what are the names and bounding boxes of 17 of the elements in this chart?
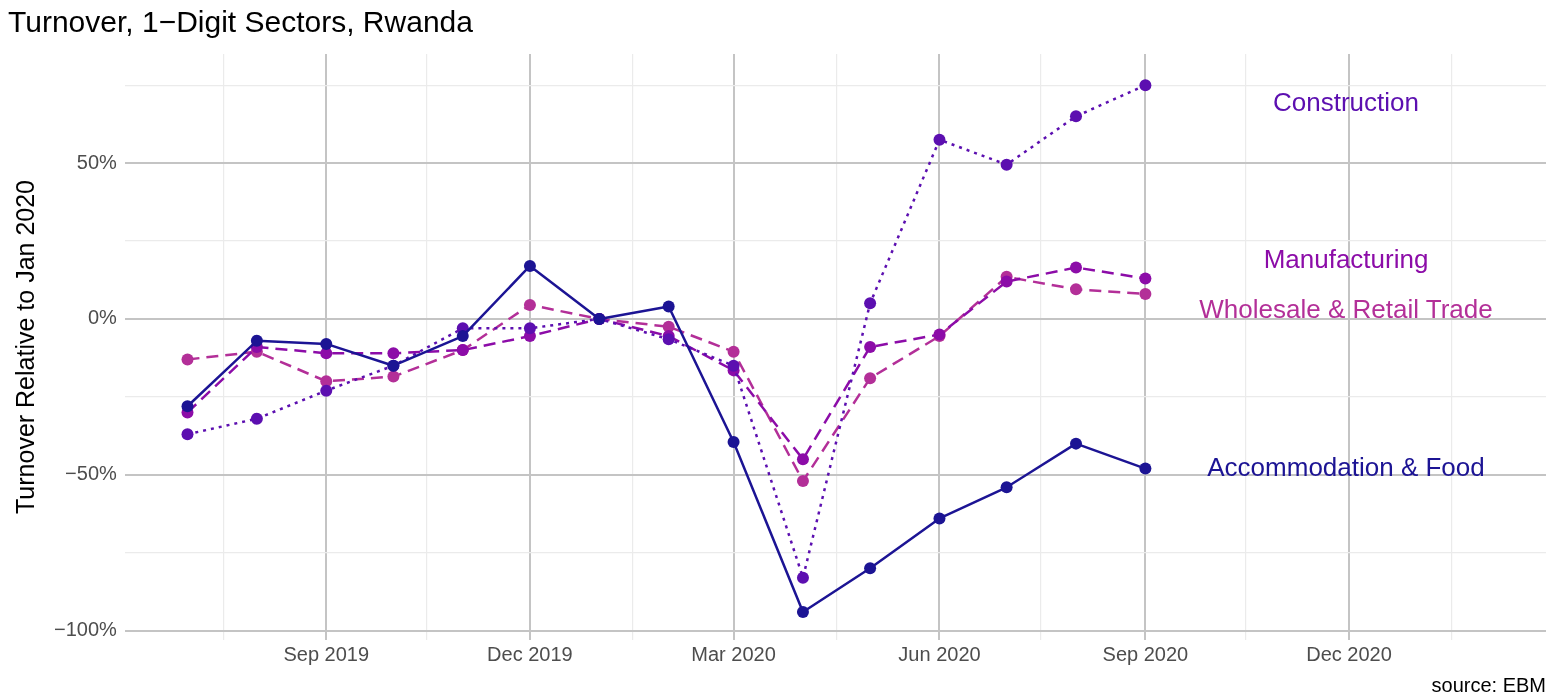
series-label: Wholesale & Retail Trade [1199, 294, 1493, 325]
text: Manufacturing [1263, 244, 1429, 275]
y-axis-title: Turnover Relative to Jan 2020 [10, 180, 39, 514]
x-tick-label: Sep 2019 [283, 642, 370, 665]
source-note: source: EBM [1431, 673, 1546, 696]
x-tick-label: Jun 2020 [898, 642, 981, 665]
chart-title: Turnover, 1−Digit Sectors, Rwanda [8, 5, 474, 39]
text: Accommodation & Food [1207, 451, 1485, 482]
y-tick-label: 0% [87, 306, 118, 329]
y-tick-label: 50% [76, 150, 118, 173]
x-tick-label: Sep 2020 [1102, 642, 1189, 665]
y-tick-label: −50% [65, 462, 118, 485]
y-tick-label: −100% [53, 618, 118, 641]
x-tick-label: Dec 2020 [1306, 642, 1392, 665]
text: Construction [1273, 87, 1419, 118]
x-tick-label: Mar 2020 [691, 642, 776, 665]
x-tick-label: Dec 2019 [487, 642, 573, 665]
